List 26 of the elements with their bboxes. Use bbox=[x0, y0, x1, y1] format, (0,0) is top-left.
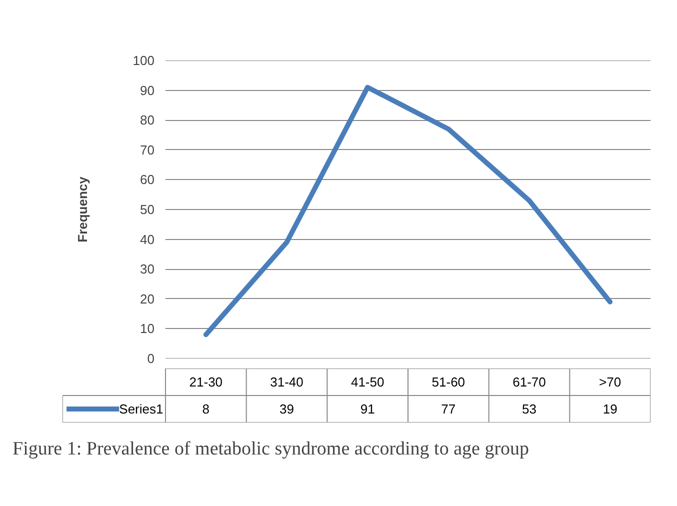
x-tick-label: >70 bbox=[599, 374, 622, 390]
x-tick-label: 31-40 bbox=[270, 374, 304, 390]
legend-label: Series1 bbox=[119, 402, 164, 416]
y-tick-label: 70 bbox=[140, 142, 155, 158]
y-tick-label: 90 bbox=[140, 82, 155, 98]
y-tick-label: 40 bbox=[140, 232, 155, 247]
y-tick-label: 10 bbox=[140, 321, 155, 336]
y-axis-title: Frequency bbox=[74, 176, 90, 242]
y-tick-label: 100 bbox=[132, 53, 155, 68]
x-tick-label: 41-50 bbox=[350, 374, 384, 390]
y-tick-label: 50 bbox=[140, 202, 155, 217]
x-tick-label: 51-60 bbox=[432, 374, 466, 390]
y-tick-label: 0 bbox=[147, 351, 155, 366]
x-tick-label: 61-70 bbox=[512, 374, 546, 390]
y-tick-label: 30 bbox=[140, 262, 155, 277]
data-label: 8 bbox=[202, 402, 210, 416]
y-tick-label: 20 bbox=[140, 291, 155, 306]
y-tick-label: 80 bbox=[140, 112, 155, 128]
data-label: 91 bbox=[360, 402, 375, 416]
data-label: 53 bbox=[522, 402, 536, 416]
data-label: 19 bbox=[602, 402, 618, 416]
x-tick-label: 21-30 bbox=[189, 374, 223, 390]
data-label: 77 bbox=[441, 402, 456, 416]
caption: Figure 1: Prevalence of metabolic syndrome according to age group bbox=[12, 438, 530, 460]
y-tick-label: 60 bbox=[140, 172, 155, 188]
data-label: 39 bbox=[280, 402, 294, 416]
